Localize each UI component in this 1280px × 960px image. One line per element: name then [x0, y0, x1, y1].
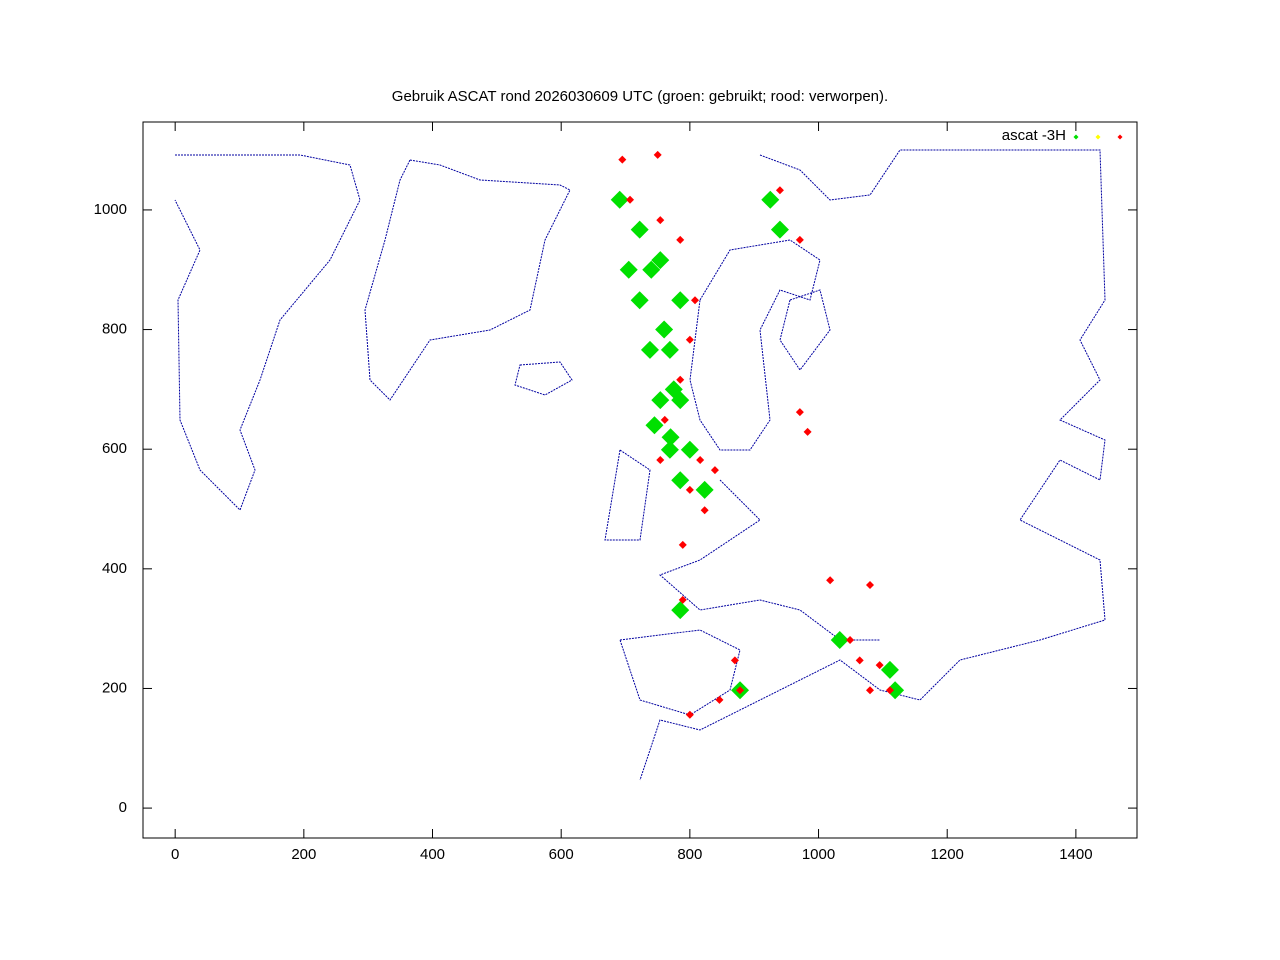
- y-tick-label: 0: [119, 799, 127, 816]
- legend-symbol: [1073, 134, 1079, 140]
- data-point: [653, 150, 662, 159]
- x-tick-label: 1200: [931, 846, 964, 863]
- data-point: [795, 408, 804, 417]
- data-point: [671, 291, 690, 310]
- x-tick-label: 400: [420, 846, 445, 863]
- data-point: [885, 686, 894, 695]
- data-point: [770, 220, 789, 239]
- data-point: [676, 375, 685, 384]
- data-point: [661, 428, 680, 447]
- coastlines: [174, 149, 1106, 781]
- y-tick-label: 400: [102, 560, 127, 577]
- coastline: [174, 154, 361, 511]
- data-point: [830, 631, 849, 650]
- data-point: [655, 320, 674, 339]
- data-point: [695, 480, 714, 499]
- data-point: [671, 601, 690, 620]
- data-point: [671, 471, 690, 490]
- data-point: [795, 235, 804, 244]
- data-point: [645, 416, 664, 435]
- y-tick-label: 800: [102, 321, 127, 338]
- coastline: [689, 239, 821, 451]
- x-tick-label: 1400: [1059, 846, 1092, 863]
- x-tick-label: 1000: [802, 846, 835, 863]
- data-point: [651, 391, 670, 410]
- data-point: [640, 340, 659, 359]
- coastline: [659, 479, 880, 641]
- data-point: [855, 656, 864, 665]
- data-point: [660, 340, 679, 359]
- legend-symbol: [1095, 134, 1101, 140]
- chart-title: Gebruik ASCAT rond 2026030609 UTC (groen…: [392, 88, 888, 105]
- coastline: [619, 629, 741, 716]
- data-point: [619, 260, 638, 279]
- data-point: [730, 656, 739, 665]
- data-point: [656, 216, 665, 225]
- coastline: [604, 449, 651, 541]
- data-point: [803, 427, 812, 436]
- data-point: [678, 595, 687, 604]
- data-point: [685, 485, 694, 494]
- data-point: [866, 580, 875, 589]
- y-tick-label: 200: [102, 679, 127, 696]
- data-point: [710, 466, 719, 475]
- data-point: [678, 540, 687, 549]
- data-point: [715, 695, 724, 704]
- data-point: [630, 220, 649, 239]
- data-point: [880, 660, 899, 679]
- data-point: [685, 710, 694, 719]
- coastline: [364, 159, 571, 401]
- data-point: [685, 335, 694, 344]
- coastline: [779, 289, 831, 371]
- data-point: [610, 190, 629, 209]
- data-point: [660, 440, 679, 459]
- data-point: [618, 155, 627, 164]
- data-point: [775, 186, 784, 195]
- data-point: [846, 636, 855, 645]
- x-tick-label: 200: [291, 846, 316, 863]
- coastline: [514, 361, 573, 396]
- data-point: [651, 251, 670, 270]
- data-point: [826, 576, 835, 585]
- data-point: [630, 291, 649, 310]
- x-tick-label: 0: [171, 846, 179, 863]
- data-point: [642, 260, 661, 279]
- legend-label: ascat -3H: [1002, 127, 1066, 144]
- data-point: [626, 195, 635, 204]
- x-tick-label: 800: [677, 846, 702, 863]
- data-point: [691, 296, 700, 305]
- data-point: [736, 686, 745, 695]
- data-point: [700, 506, 709, 515]
- coastline: [639, 149, 1106, 781]
- data-point: [680, 440, 699, 459]
- plot-frame: [142, 121, 1138, 839]
- legend-symbol: [1117, 134, 1123, 140]
- data-point: [875, 661, 884, 670]
- data-point: [886, 681, 905, 700]
- data-point: [660, 415, 669, 424]
- data-point: [676, 235, 685, 244]
- data-point: [761, 190, 780, 209]
- y-tick-label: 600: [102, 440, 127, 457]
- x-tick-label: 600: [549, 846, 574, 863]
- data-point: [664, 380, 683, 399]
- data-point: [696, 455, 705, 464]
- y-tick-label: 1000: [94, 201, 127, 218]
- data-point: [866, 686, 875, 695]
- data-point: [656, 455, 665, 464]
